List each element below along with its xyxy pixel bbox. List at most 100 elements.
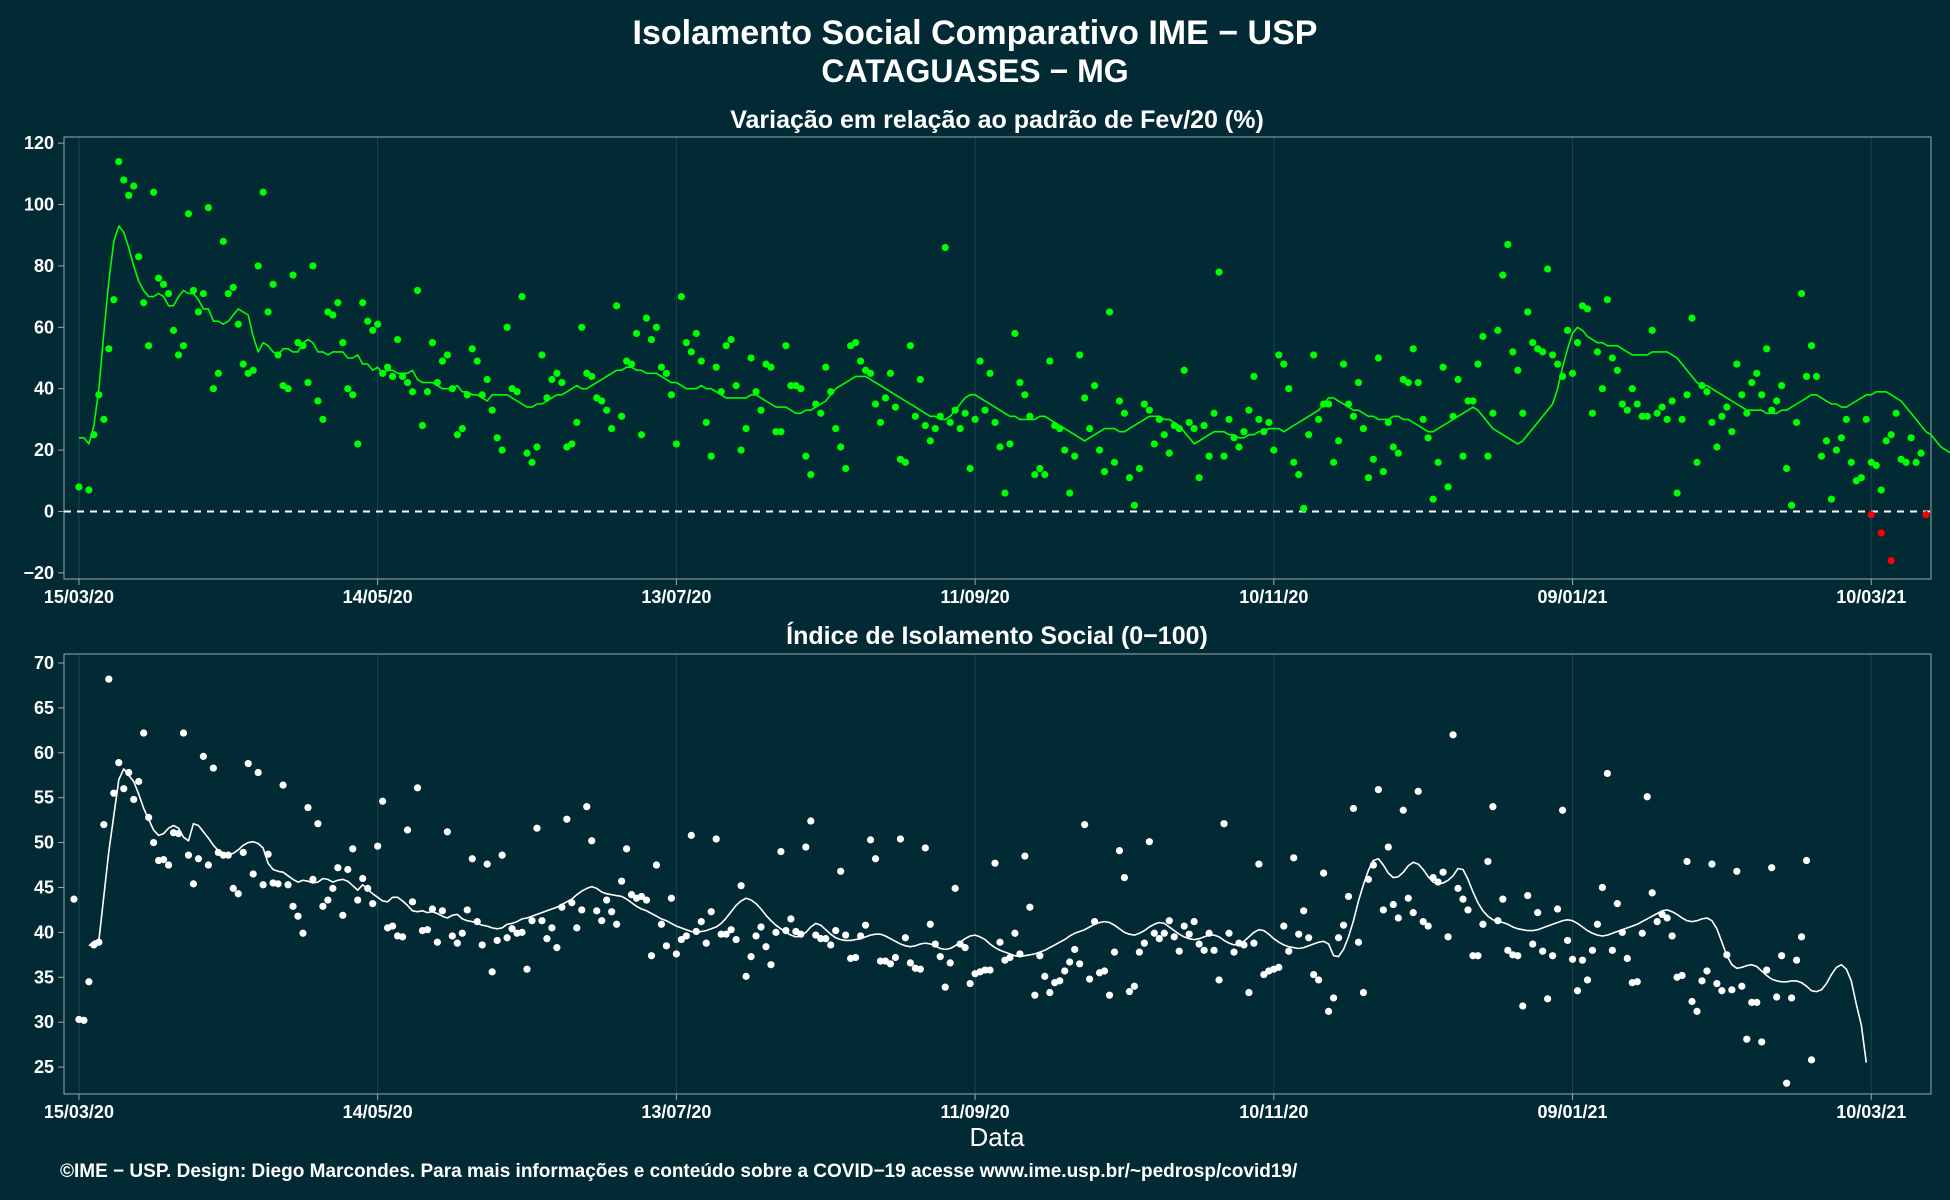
index-point: [1100, 967, 1109, 975]
index-point: [717, 930, 725, 938]
index-point: [1379, 906, 1387, 914]
variation-point: [234, 320, 242, 328]
variation-point: [1081, 394, 1089, 402]
index-point: [573, 924, 581, 932]
variation-point: [174, 351, 183, 359]
variation-point: [1384, 418, 1392, 427]
variation-point: [1678, 415, 1686, 423]
variation-point: [468, 345, 476, 353]
index-point: [1663, 914, 1671, 922]
variation-panel: Variação em relação ao padrão de Fev/20 …: [23, 106, 1950, 607]
variation-point: [1743, 409, 1751, 417]
index-point: [309, 875, 317, 883]
variation-point: [1349, 412, 1358, 420]
variation-point: [1613, 366, 1621, 374]
index-point: [1474, 952, 1482, 960]
index-point: [1305, 934, 1313, 942]
index-point: [349, 845, 357, 853]
index-point: [652, 861, 661, 869]
variation-point: [533, 443, 541, 451]
index-point: [662, 942, 671, 950]
variation-point: [662, 369, 671, 377]
variation-point: [1529, 339, 1537, 347]
index-point: [1409, 909, 1417, 917]
index-point: [886, 960, 895, 968]
variation-point: [1031, 471, 1039, 479]
index-point: [682, 932, 690, 940]
x-tick-label: 09/01/21: [1537, 1102, 1607, 1122]
index-point: [488, 968, 496, 976]
index-point: [1160, 929, 1168, 937]
index-point: [334, 864, 342, 872]
variation-point: [239, 360, 247, 368]
index-point: [627, 891, 636, 899]
variation-point: [194, 308, 203, 316]
index-point: [916, 965, 924, 973]
index-point: [1424, 922, 1432, 930]
variation-point: [1185, 418, 1193, 427]
index-point: [1354, 938, 1363, 946]
variation-point: [956, 424, 964, 433]
variation-point: [1315, 415, 1323, 423]
variation-point: [1668, 397, 1676, 405]
index-point: [901, 934, 909, 942]
index-point: [1439, 868, 1447, 876]
variation-point: [1718, 412, 1726, 420]
index-point: [1753, 998, 1761, 1007]
variation-point: [697, 357, 705, 365]
variation-point: [1434, 458, 1442, 466]
variation-point: [797, 385, 805, 393]
variation-point: [1071, 452, 1079, 460]
index-point: [1758, 1038, 1766, 1046]
index-point: [772, 928, 780, 936]
index-point: [1384, 843, 1392, 851]
variation-point: [1912, 458, 1920, 466]
variation-point: [1404, 378, 1412, 387]
variation-point: [1464, 397, 1472, 405]
variation-point: [1046, 357, 1054, 365]
variation-point: [1837, 434, 1845, 442]
index-point: [508, 925, 516, 933]
index-point: [1778, 952, 1786, 960]
variation-point: [1454, 375, 1462, 384]
variation-point: [1539, 348, 1547, 356]
variation-point: [1489, 409, 1497, 417]
index-point: [1763, 966, 1771, 974]
index-point: [737, 882, 745, 890]
index-point: [1076, 960, 1084, 968]
y-tick-label: −20: [23, 563, 54, 583]
variation-point: [224, 289, 232, 298]
variation-point: [1389, 443, 1397, 451]
index-point: [712, 835, 720, 843]
variation-point: [926, 437, 934, 445]
index-point: [1648, 889, 1656, 897]
variation-point: [1549, 351, 1557, 359]
index-point: [1200, 946, 1208, 954]
variation-point: [1205, 452, 1213, 460]
variation-point: [154, 274, 163, 282]
variation-point: [1195, 474, 1203, 482]
index-point: [1066, 958, 1074, 966]
variation-point: [732, 382, 740, 390]
index-point: [1558, 806, 1567, 814]
variation-point: [603, 406, 611, 414]
variation-point: [150, 188, 158, 196]
index-point: [1613, 900, 1621, 908]
variation-point: [1847, 458, 1855, 466]
index-point: [687, 831, 695, 839]
variation-point: [1573, 339, 1582, 347]
index-point: [1534, 909, 1542, 917]
index-point: [563, 815, 571, 823]
variation-point: [627, 360, 636, 368]
variation-point: [443, 351, 451, 359]
variation-point: [1484, 452, 1492, 460]
variation-point: [598, 397, 606, 405]
index-point: [593, 907, 601, 915]
variation-point: [667, 391, 675, 399]
index-point: [1155, 935, 1163, 943]
index-point: [622, 845, 631, 853]
index-point: [244, 759, 252, 768]
variation-point: [1748, 378, 1756, 387]
index-point: [1280, 922, 1288, 930]
variation-point: [866, 369, 875, 377]
